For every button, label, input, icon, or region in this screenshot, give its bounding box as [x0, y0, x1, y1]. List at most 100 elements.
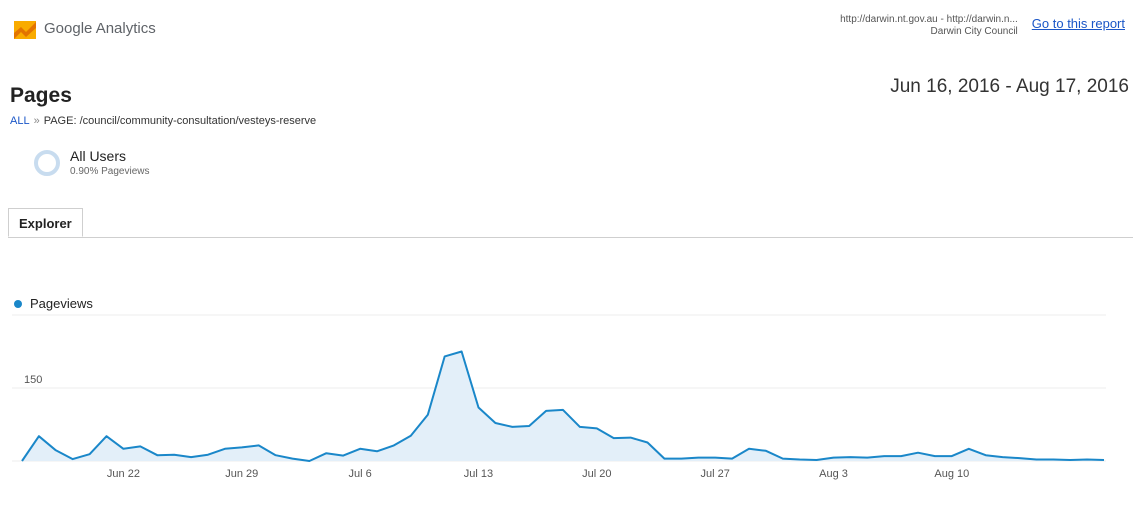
y-tick-label: 300 — [24, 310, 42, 313]
data-point[interactable] — [1034, 458, 1038, 462]
data-point[interactable] — [629, 436, 633, 440]
data-point[interactable] — [155, 453, 159, 457]
data-point[interactable] — [781, 457, 785, 461]
data-point[interactable] — [274, 453, 278, 457]
data-point[interactable] — [527, 424, 531, 428]
data-point[interactable] — [815, 458, 819, 462]
data-point[interactable] — [882, 454, 886, 458]
data-point[interactable] — [967, 447, 971, 451]
data-point[interactable] — [324, 451, 328, 455]
data-point[interactable] — [646, 441, 650, 445]
data-point[interactable] — [291, 457, 295, 461]
data-point[interactable] — [933, 454, 937, 458]
date-range-picker[interactable]: Jun 16, 2016 - Aug 17, 2016 — [890, 76, 1129, 97]
pageviews-chart[interactable]: 300 150 Jun 22 Jun 29 Jul 6 Jul 13 Jul 20 Jul 2… — [0, 310, 1137, 490]
data-point[interactable] — [240, 445, 244, 449]
tab-bar: Explorer — [8, 208, 1133, 238]
data-point[interactable] — [493, 421, 497, 425]
data-point[interactable] — [20, 459, 24, 463]
data-point[interactable] — [476, 405, 480, 409]
data-point[interactable] — [730, 457, 734, 461]
data-point[interactable] — [595, 426, 599, 430]
data-point[interactable] — [1017, 456, 1021, 460]
data-point[interactable] — [88, 452, 92, 456]
x-tick-label: Jul 13 — [464, 468, 493, 480]
data-point[interactable] — [460, 350, 464, 354]
x-tick-label: Jun 22 — [107, 468, 140, 480]
segment-name: All Users — [70, 148, 127, 164]
series-line — [21, 350, 1105, 462]
data-point[interactable] — [865, 456, 869, 460]
property-selector[interactable]: http://darwin.nt.gov.au - http://darwin.… — [840, 14, 1018, 38]
data-point[interactable] — [1051, 458, 1055, 462]
data-point[interactable] — [1102, 458, 1106, 462]
data-point[interactable] — [578, 425, 582, 429]
data-point[interactable] — [392, 443, 396, 447]
data-point[interactable] — [899, 454, 903, 458]
legend-label: Pageviews — [30, 296, 93, 311]
data-point[interactable] — [121, 447, 125, 451]
data-point[interactable] — [848, 455, 852, 459]
data-point[interactable] — [206, 453, 210, 457]
data-point[interactable] — [138, 444, 142, 448]
data-point[interactable] — [37, 434, 41, 438]
data-point[interactable] — [54, 448, 58, 452]
data-point[interactable] — [1068, 458, 1072, 462]
data-point[interactable] — [798, 458, 802, 462]
analytics-logo-icon — [14, 21, 36, 39]
data-point[interactable] — [1001, 455, 1005, 459]
data-point[interactable] — [375, 449, 379, 453]
brand-name: Google Analytics — [44, 19, 156, 37]
data-point[interactable] — [341, 454, 345, 458]
breadcrumb-all-link[interactable]: ALL — [10, 115, 30, 127]
data-point[interactable] — [358, 447, 362, 451]
data-point[interactable] — [307, 459, 311, 463]
x-tick-label: Aug 10 — [934, 468, 969, 480]
data-point[interactable] — [443, 354, 447, 358]
tab-explorer[interactable]: Explorer — [8, 208, 83, 237]
series-area — [22, 351, 1104, 461]
segment-ring-icon — [34, 149, 60, 176]
data-point[interactable] — [679, 457, 683, 461]
x-tick-label: Jul 27 — [700, 468, 729, 480]
data-point[interactable] — [747, 447, 751, 451]
chart-legend[interactable]: Pageviews — [14, 296, 93, 311]
data-point[interactable] — [950, 454, 954, 458]
page-title: Pages — [10, 84, 72, 107]
data-point[interactable] — [713, 456, 717, 460]
data-point[interactable] — [662, 457, 666, 461]
data-point[interactable] — [172, 453, 176, 457]
data-point[interactable] — [105, 434, 109, 438]
data-point[interactable] — [544, 409, 548, 413]
data-point[interactable] — [1085, 458, 1089, 462]
data-point[interactable] — [71, 457, 75, 461]
data-point[interactable] — [984, 453, 988, 457]
breadcrumb-page: PAGE: /council/community-consultation/ve… — [43, 115, 317, 127]
data-point[interactable] — [832, 456, 836, 460]
segment-subtitle: 0.90% Pageviews — [70, 166, 150, 177]
x-tick-label: Jul 20 — [582, 468, 611, 480]
data-point[interactable] — [223, 447, 227, 451]
y-tick-label: 150 — [24, 374, 42, 386]
x-tick-label: Jun 29 — [225, 468, 258, 480]
top-right-area: http://darwin.nt.gov.au - http://darwin.… — [840, 14, 1125, 38]
data-point[interactable] — [764, 449, 768, 453]
ga-logo[interactable]: Google Analytics — [14, 17, 156, 39]
segment-all-users[interactable]: All Users 0.90% Pageviews — [34, 148, 150, 177]
x-tick-label: Jul 6 — [349, 468, 372, 480]
breadcrumb-separator: » — [33, 115, 40, 127]
data-point[interactable] — [189, 455, 193, 459]
breadcrumb: ALL» PAGE: /council/community-consultatio… — [10, 115, 316, 127]
property-name: Darwin City Council — [930, 26, 1018, 37]
data-point[interactable] — [612, 436, 616, 440]
go-to-report-link[interactable]: Go to this report — [1031, 16, 1125, 31]
data-point[interactable] — [257, 443, 261, 447]
data-point[interactable] — [510, 425, 514, 429]
data-point[interactable] — [426, 413, 430, 417]
property-url: http://darwin.nt.gov.au - http://darwin.… — [840, 14, 1018, 25]
legend-dot-icon — [14, 299, 22, 308]
data-point[interactable] — [696, 456, 700, 460]
data-point[interactable] — [409, 434, 413, 438]
data-point[interactable] — [561, 408, 565, 412]
data-point[interactable] — [916, 451, 920, 455]
